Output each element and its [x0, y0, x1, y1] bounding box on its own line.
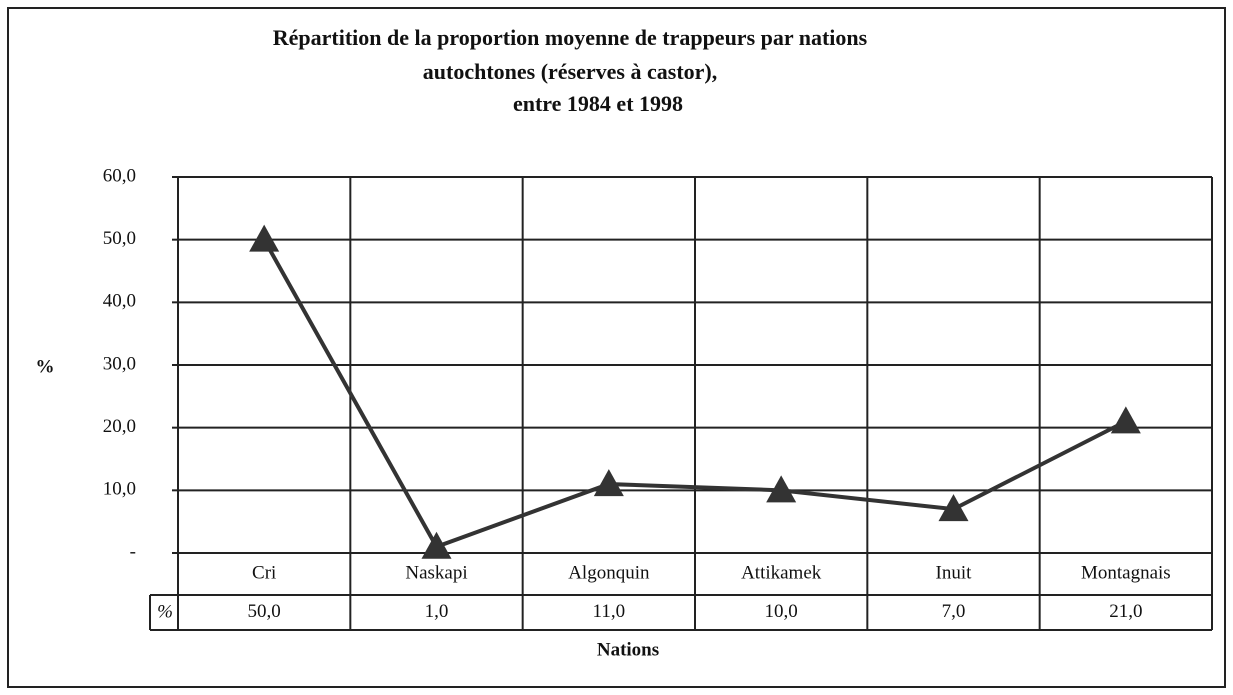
y-tick-label: 20,0 — [103, 416, 136, 437]
x-tick-label: Montagnais — [1081, 562, 1171, 583]
marker — [938, 494, 969, 522]
x-tick-label: Attikamek — [741, 562, 822, 583]
x-tick-label: Naskapi — [405, 562, 467, 583]
y-axis-label: % — [36, 356, 55, 377]
marker — [593, 469, 624, 497]
chart-title: entre 1984 et 1998 — [513, 91, 683, 116]
table-value: 7,0 — [942, 601, 966, 622]
chart-title: Répartition de la proportion moyenne de … — [273, 25, 868, 50]
chart-title: autochtones (réserves à castor), — [423, 59, 717, 84]
y-tick-label: 60,0 — [103, 165, 136, 186]
y-tick-label: 50,0 — [103, 228, 136, 249]
frame — [7, 7, 1226, 688]
y-tick-label: 30,0 — [103, 353, 136, 374]
marker — [1110, 406, 1141, 434]
table-value: 10,0 — [765, 601, 798, 622]
table-value: 50,0 — [248, 601, 281, 622]
y-tick-label: 40,0 — [103, 291, 136, 312]
table-row-label: % — [157, 601, 173, 622]
x-tick-label: Inuit — [936, 562, 973, 583]
data-line — [262, 238, 1127, 550]
x-tick-label: Algonquin — [568, 562, 650, 583]
table-value: 21,0 — [1109, 601, 1142, 622]
x-tick-label: Cri — [252, 562, 276, 583]
table-value: 11,0 — [593, 601, 626, 622]
x-axis-label: Nations — [597, 639, 659, 660]
marker — [766, 475, 797, 503]
y-tick-label: - — [130, 541, 136, 562]
marker — [249, 224, 280, 252]
marker — [421, 531, 452, 559]
y-tick-label: 10,0 — [103, 479, 136, 500]
table-value: 1,0 — [425, 601, 449, 622]
